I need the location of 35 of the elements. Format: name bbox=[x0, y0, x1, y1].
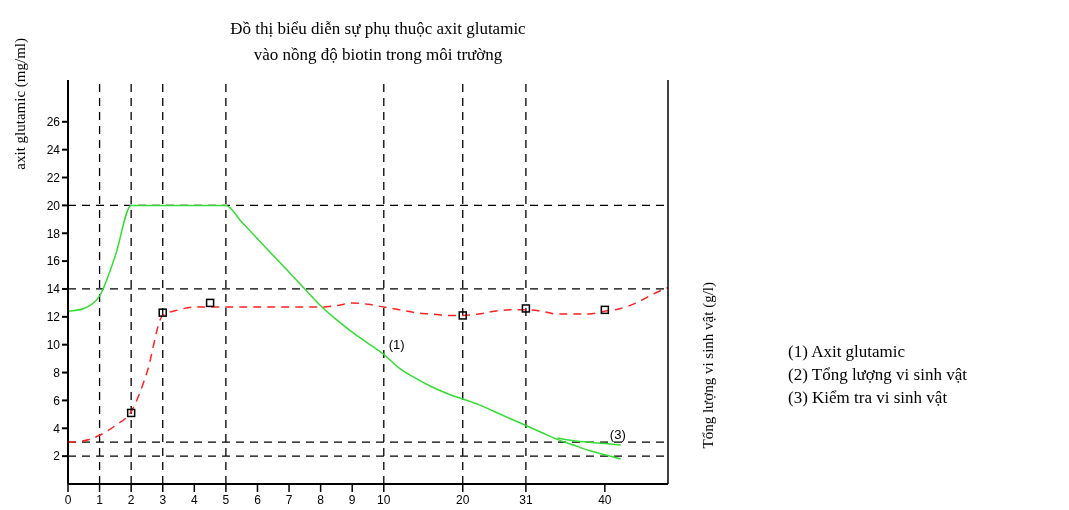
y-tick-label: 20 bbox=[46, 198, 61, 213]
x-tick-label: 4 bbox=[190, 493, 198, 507]
y-tick-label: 6 bbox=[53, 393, 61, 408]
x-tick-label: 5 bbox=[222, 493, 230, 507]
y-tick-label: 14 bbox=[46, 282, 61, 297]
chart-title: Đồ thị biểu diễn sự phụ thuộc axit glutamic vào nồng độ biotin trong môi trường bbox=[229, 18, 527, 66]
x-tick-label: 9 bbox=[348, 493, 356, 507]
x-tick-label: 7 bbox=[285, 493, 293, 507]
y-tick-label: 4 bbox=[53, 421, 61, 436]
text: (2) Tổng lượng vi sinh vật bbox=[788, 364, 967, 386]
x-tick-label: 20 bbox=[456, 493, 470, 507]
y-tick-label: 26 bbox=[46, 115, 61, 130]
x-tick-label: 40 bbox=[598, 493, 612, 507]
x-tick-label: 0 bbox=[64, 493, 72, 507]
annotation: (1) bbox=[388, 337, 405, 353]
annotation: (3) bbox=[609, 426, 626, 442]
text: (1) Axit glutamic bbox=[788, 341, 907, 363]
y-tick-label: 12 bbox=[46, 310, 61, 325]
x-tick-label: 10 bbox=[377, 493, 391, 507]
x-tick-label: 31 bbox=[519, 493, 533, 507]
y-tick-label: 24 bbox=[46, 142, 61, 157]
x-tick-label: 1 bbox=[96, 493, 104, 507]
y-tick-label: 18 bbox=[46, 226, 61, 241]
y-tick-label: 2 bbox=[53, 449, 61, 464]
y-tick-label: 16 bbox=[46, 254, 61, 269]
y-axis-title: axit glutamic (mg/ml) bbox=[12, 38, 29, 170]
x-tick-label: 8 bbox=[317, 493, 325, 507]
x-tick-label: 2 bbox=[127, 493, 135, 507]
y-tick-label: 10 bbox=[46, 337, 61, 352]
x-tick-label: 6 bbox=[254, 493, 262, 507]
x-tick-label: 3 bbox=[159, 493, 167, 507]
y2-axis-title: Tổng lượng vi sinh vật (g/l) bbox=[700, 282, 718, 449]
y-tick-label: 8 bbox=[53, 365, 61, 380]
text: (3) Kiểm tra vi sinh vật bbox=[788, 387, 949, 409]
y-tick-label: 22 bbox=[46, 170, 61, 185]
